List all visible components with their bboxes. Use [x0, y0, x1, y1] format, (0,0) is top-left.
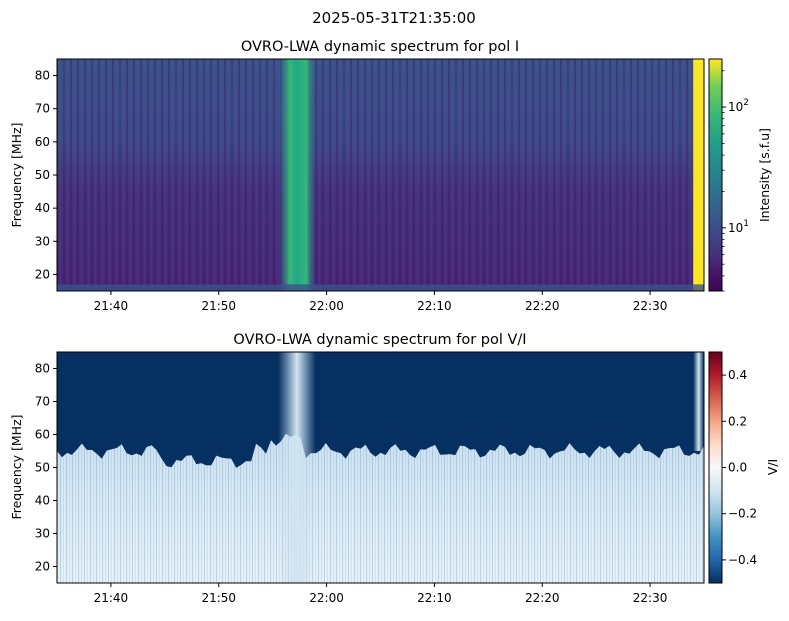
vi-y-tick-label: 40	[35, 494, 50, 508]
vi-y-axis-label: Frequency [MHz]	[9, 414, 24, 519]
intensity-y-tick-label: 80	[35, 69, 50, 83]
vi-panel: OVRO-LWA dynamic spectrum for pol V/I 20…	[9, 332, 780, 605]
intensity-y-tick-label: 50	[35, 168, 50, 182]
vi-panel-title: OVRO-LWA dynamic spectrum for pol V/I	[233, 332, 526, 348]
intensity-panel: OVRO-LWA dynamic spectrum for pol I 20 30…	[9, 39, 772, 313]
vi-y-tick-label: 30	[35, 527, 50, 541]
vi-y-tick-label: 80	[35, 362, 50, 376]
intensity-heatmap	[57, 59, 704, 291]
intensity-y-tick-label: 30	[35, 234, 50, 248]
intensity-burst	[693, 59, 704, 291]
vi-y-tick-label: 20	[35, 560, 50, 574]
vi-burst	[278, 352, 316, 583]
vi-colorbar-ticks: −0.4 −0.2 0.0 0.2 0.4	[722, 368, 757, 567]
vi-colorbar-tick-label: −0.2	[728, 507, 757, 521]
vi-colorbar-tick-label: 0.0	[728, 461, 747, 475]
intensity-y-tick-label: 40	[35, 201, 50, 215]
intensity-colorbar-label: Intensity [s.f.u]	[757, 128, 772, 222]
intensity-x-tick-label: 21:50	[201, 299, 236, 313]
vi-y-tick-label: 60	[35, 428, 50, 442]
vi-x-tick-label: 21:50	[201, 591, 236, 605]
vi-x-tick-label: 21:40	[94, 591, 129, 605]
vi-x-tick-label: 22:20	[525, 591, 560, 605]
intensity-burst	[278, 59, 316, 291]
vi-y-tick-label: 50	[35, 461, 50, 475]
vi-x-tick-label: 22:00	[309, 591, 344, 605]
intensity-colorbar	[708, 58, 723, 292]
vi-colorbar-tick-label: 0.4	[728, 368, 747, 382]
vi-y-ticks: 20 30 40 50 60 70 80	[35, 362, 57, 574]
vi-colorbar	[708, 351, 723, 584]
intensity-colorbar-tick-label: 101	[728, 219, 749, 235]
vi-colorbar-label: V/I	[765, 459, 780, 475]
vi-colorbar-tick-label: −0.4	[728, 553, 757, 567]
vi-burst	[693, 352, 704, 451]
intensity-x-tick-label: 22:00	[309, 299, 344, 313]
intensity-x-tick-label: 22:10	[417, 299, 452, 313]
vi-colorbar-tick-label: 0.2	[728, 414, 747, 428]
intensity-x-tick-label: 21:40	[94, 299, 129, 313]
intensity-x-tick-label: 22:20	[525, 299, 560, 313]
figure-suptitle: 2025-05-31T21:35:00	[312, 9, 476, 27]
intensity-low-frequency-band	[57, 284, 704, 291]
intensity-panel-title: OVRO-LWA dynamic spectrum for pol I	[241, 39, 519, 55]
intensity-y-axis-label: Frequency [MHz]	[9, 122, 24, 227]
vi-heatmap	[57, 352, 704, 583]
intensity-x-tick-label: 22:30	[633, 299, 668, 313]
intensity-y-ticks: 20 30 40 50 60 70 80	[35, 69, 57, 281]
vi-y-tick-label: 70	[35, 395, 50, 409]
intensity-colorbar-tick-label: 102	[728, 98, 749, 114]
intensity-y-tick-label: 60	[35, 135, 50, 149]
intensity-y-tick-label: 70	[35, 102, 50, 116]
vi-saturated-region	[57, 352, 704, 468]
vi-x-ticks: 21:40 21:50 22:00 22:10 22:20 22:30	[94, 583, 668, 605]
vi-x-tick-label: 22:10	[417, 591, 452, 605]
intensity-y-tick-label: 20	[35, 267, 50, 281]
intensity-x-ticks: 21:40 21:50 22:00 22:10 22:20 22:30	[94, 291, 668, 313]
vi-x-tick-label: 22:30	[633, 591, 668, 605]
intensity-colorbar-ticks: 101 102	[722, 70, 749, 292]
